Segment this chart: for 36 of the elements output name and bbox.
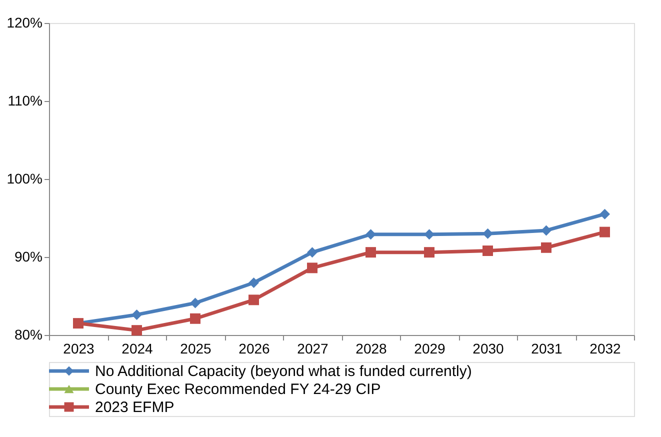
y-tick-label: 100%: [6, 170, 42, 186]
x-tick-label: 2024: [122, 340, 154, 356]
legend-label: 2023 EFMP: [95, 399, 174, 416]
y-tick-label: 120%: [6, 14, 42, 30]
point: [190, 313, 200, 324]
x-tick-label: 2026: [238, 340, 270, 356]
point: [248, 277, 259, 288]
point: [424, 229, 434, 240]
y-tick-label: 80%: [14, 326, 42, 342]
point: [600, 208, 610, 220]
point: [307, 262, 318, 274]
point: [541, 225, 552, 236]
point: [482, 228, 493, 239]
x-tick-label: 2027: [297, 340, 329, 356]
legend-label: County Exec Recommended FY 24-29 CIP: [95, 381, 381, 398]
point: [248, 294, 259, 306]
point: [190, 298, 200, 308]
point: [424, 247, 434, 258]
x-tick-label: 2029: [414, 340, 446, 356]
x-tick-label: 2025: [180, 340, 212, 356]
y-tick-label: 90%: [14, 248, 42, 264]
x-tick-label: 2030: [472, 340, 504, 356]
point: [366, 247, 376, 258]
point: [541, 242, 552, 253]
point: [366, 229, 376, 240]
x-tick-label: 2023: [63, 340, 95, 356]
x-tick-label: 2032: [590, 340, 622, 356]
point: [600, 226, 610, 238]
point: [132, 309, 142, 320]
y-tick-label: 110%: [8, 92, 42, 108]
point: [132, 325, 142, 336]
legend-label: No Additional Capacity (beyond what is funded currently): [95, 363, 472, 380]
point: [482, 246, 493, 256]
x-tick-label: 2028: [356, 340, 388, 356]
point: [307, 247, 318, 258]
x-tick-label: 2031: [531, 340, 563, 356]
